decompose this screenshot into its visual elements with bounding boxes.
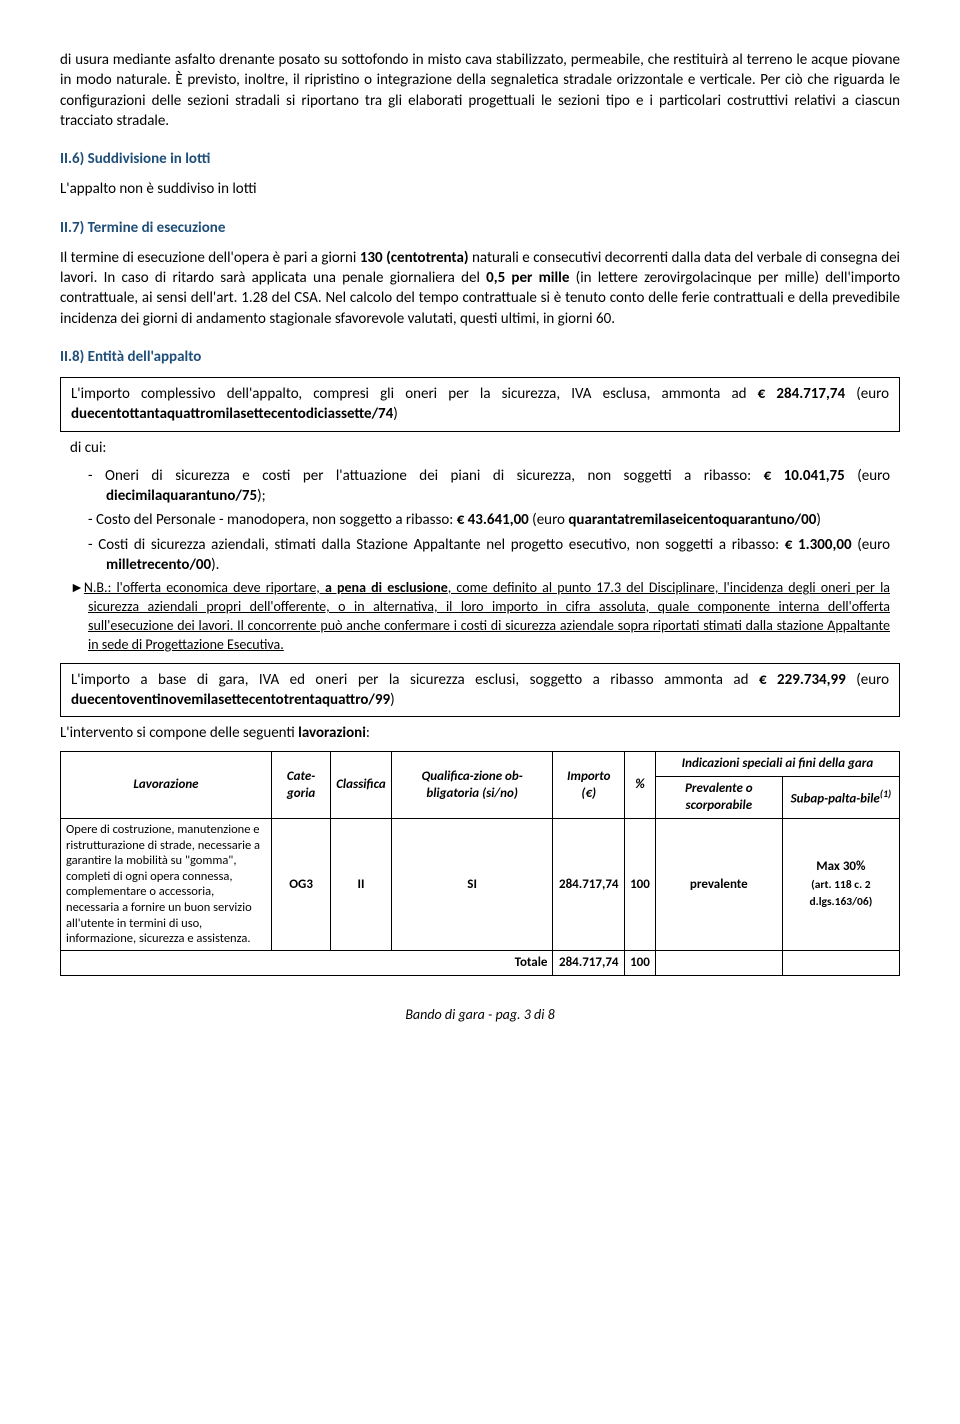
totale-importo: 284.717,74 bbox=[559, 955, 619, 970]
subappalto-max: Max 30% bbox=[816, 859, 865, 874]
lavorazioni-table: Lavorazione Cate-goria Classifica Qualif… bbox=[60, 751, 900, 975]
text: L'importo complessivo dell'appalto, comp… bbox=[71, 385, 758, 403]
costi-sicurezza-aziendali-lettere: milletrecento/00 bbox=[106, 556, 211, 574]
text: ) bbox=[393, 405, 398, 423]
col-categoria: Cate-goria bbox=[272, 752, 331, 819]
importo-base-gara-valore: € 229.734,99 bbox=[759, 671, 846, 689]
col-percent: % bbox=[625, 752, 656, 819]
cell-classifica: II bbox=[358, 877, 365, 892]
penale-per-mille: 0,5 per mille bbox=[486, 269, 569, 287]
text: (euro bbox=[845, 385, 889, 403]
text: L'intervento si compone delle seguenti bbox=[60, 724, 298, 742]
text: L'importo a base di gara, IVA ed oneri p… bbox=[71, 671, 759, 689]
text: : bbox=[366, 724, 370, 742]
section-8-heading: II.8) Entità dell'appalto bbox=[60, 347, 900, 367]
cell-prevalente: prevalente bbox=[690, 877, 748, 892]
text: (euro bbox=[529, 511, 569, 529]
cell-categoria: OG3 bbox=[289, 877, 313, 892]
importo-complessivo-valore: € 284.717,74 bbox=[758, 385, 845, 403]
col-qualificazione: Qualifica-zione ob-bligatoria (si/no) bbox=[391, 752, 553, 819]
text: ) bbox=[390, 691, 395, 709]
oneri-sicurezza-item: - Oneri di sicurezza e costi per l'attua… bbox=[70, 466, 890, 507]
nb-paragraph: ►N.B.: l'offerta economica deve riportar… bbox=[70, 579, 890, 655]
costo-personale-lettere: quarantatremilaseicentoquarantuno/00 bbox=[568, 511, 816, 529]
intro-paragraph: di usura mediante asfalto drenante posat… bbox=[60, 50, 900, 131]
text: ) bbox=[816, 511, 821, 529]
cell-lavorazione: Opere di costruzione, manutenzione e ris… bbox=[61, 818, 272, 950]
oneri-sicurezza-valore: € 10.041,75 bbox=[764, 467, 845, 485]
subappalto-footnote-mark: (1) bbox=[880, 787, 891, 800]
lavorazioni-intro: L'intervento si compone delle seguenti l… bbox=[60, 723, 900, 743]
termine-giorni: 130 (centotrenta) bbox=[360, 249, 469, 267]
oneri-sicurezza-lettere: diecimilaquarantuno/75 bbox=[106, 487, 257, 505]
cell-qualificazione: SI bbox=[467, 877, 477, 892]
text: - Costo del Personale - manodopera, non … bbox=[88, 511, 457, 529]
table-totale-row: Totale 284.717,74 100 bbox=[61, 950, 900, 975]
importo-complessivo-lettere: duecentottantaquattromilasettecentodicia… bbox=[71, 405, 393, 423]
section-6-heading: II.6) Suddivisione in lotti bbox=[60, 149, 900, 169]
totale-label: Totale bbox=[515, 955, 548, 970]
text: - Oneri di sicurezza e costi per l'attua… bbox=[88, 467, 764, 485]
text: Subap-palta-bile bbox=[791, 791, 880, 806]
section-7-body: Il termine di esecuzione dell'opera è pa… bbox=[60, 248, 900, 329]
col-lavorazione: Lavorazione bbox=[61, 752, 272, 819]
col-classifica: Classifica bbox=[331, 752, 392, 819]
cell-subappalto: Max 30% (art. 118 c. 2 d.lgs.163/06) bbox=[782, 818, 899, 950]
table-header-row-1: Lavorazione Cate-goria Classifica Qualif… bbox=[61, 752, 900, 777]
nb-marker-icon: ► bbox=[70, 579, 84, 596]
subappalto-ref: (art. 118 c. 2 d.lgs.163/06) bbox=[809, 878, 872, 910]
empty-cell bbox=[655, 950, 782, 975]
col-indicazioni: Indicazioni speciali ai fini della gara bbox=[655, 752, 899, 777]
cell-percent: 100 bbox=[630, 877, 650, 892]
costi-sicurezza-aziendali-valore: € 1.300,00 bbox=[785, 536, 852, 554]
text: (euro bbox=[852, 536, 890, 554]
di-cui-block: di cui: - Oneri di sicurezza e costi per… bbox=[60, 438, 900, 655]
text: - Costi di sicurezza aziendali, stimati … bbox=[88, 536, 785, 554]
col-prevalente: Prevalente o scorporabile bbox=[655, 776, 782, 818]
text: Il termine di esecuzione dell'opera è pa… bbox=[60, 249, 360, 267]
nb-pena-esclusione: a pena di esclusione bbox=[325, 579, 448, 596]
col-subappalto: Subap-palta-bile(1) bbox=[782, 776, 899, 818]
importo-complessivo-box: L'importo complessivo dell'appalto, comp… bbox=[60, 377, 900, 432]
importo-base-gara-box: L'importo a base di gara, IVA ed oneri p… bbox=[60, 663, 900, 718]
di-cui-label: di cui: bbox=[70, 438, 890, 458]
text: ); bbox=[257, 487, 266, 505]
text: (euro bbox=[846, 671, 889, 689]
importo-base-gara-lettere: duecentoventinovemilasettecentotrentaqua… bbox=[71, 691, 390, 709]
costo-personale-valore: € 43.641,00 bbox=[457, 511, 529, 529]
section-7-heading: II.7) Termine di esecuzione bbox=[60, 218, 900, 238]
costi-sicurezza-aziendali-item: - Costi di sicurezza aziendali, stimati … bbox=[70, 535, 890, 576]
section-6-body: L'appalto non è suddiviso in lotti bbox=[60, 179, 900, 199]
text: (euro bbox=[845, 467, 890, 485]
totale-percent: 100 bbox=[630, 955, 650, 970]
costo-personale-item: - Costo del Personale - manodopera, non … bbox=[70, 510, 890, 530]
lavorazioni-word: lavorazioni bbox=[298, 724, 366, 742]
text: ). bbox=[211, 556, 219, 574]
page-footer: Bando di gara - pag. 3 di 8 bbox=[60, 1006, 900, 1025]
cell-importo: 284.717,74 bbox=[559, 877, 619, 892]
col-importo: Importo (€) bbox=[553, 752, 625, 819]
nb-text-a: N.B.: l'offerta economica deve riportare… bbox=[84, 579, 325, 596]
table-row: Opere di costruzione, manutenzione e ris… bbox=[61, 818, 900, 950]
empty-cell bbox=[782, 950, 899, 975]
